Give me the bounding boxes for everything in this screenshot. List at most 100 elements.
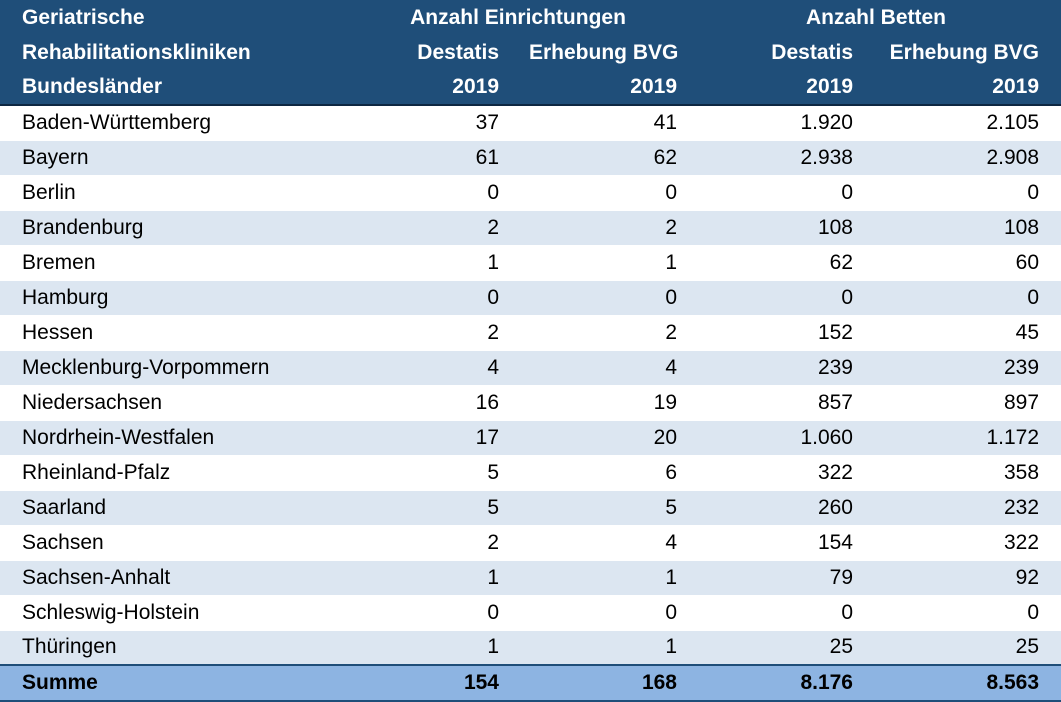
table-footer: Summe 154 168 8.176 8.563: [0, 664, 1061, 702]
header-row-3: Bundesländer 2019 2019 2019 2019: [0, 70, 1061, 106]
header-group-einrichtungen: Anzahl Einrichtungen: [345, 0, 699, 35]
cell-b-bvg: 25: [875, 629, 1061, 665]
cell-b-destatis: 1.060: [699, 419, 875, 455]
total-b-destatis: 8.176: [699, 664, 875, 702]
header-year-2: 2019: [521, 70, 699, 106]
cell-b-bvg: 2.105: [875, 104, 1061, 140]
cell-b-bvg: 108: [875, 209, 1061, 245]
table-row: Baden-Württemberg 37 41 1.920 2.105: [0, 104, 1061, 140]
cell-e-bvg: 6: [521, 454, 699, 490]
cell-b-destatis: 152: [699, 314, 875, 350]
cell-e-destatis: 0: [345, 174, 521, 210]
cell-land: Bayern: [0, 139, 345, 175]
header-row-2: Rehabilitationskliniken Destatis Erhebun…: [0, 35, 1061, 70]
cell-b-bvg: 232: [875, 489, 1061, 525]
cell-e-bvg: 20: [521, 419, 699, 455]
cell-land: Thüringen: [0, 629, 345, 665]
cell-b-destatis: 0: [699, 279, 875, 315]
cell-land: Bremen: [0, 244, 345, 280]
cell-land: Sachsen: [0, 524, 345, 560]
table-row: Bremen 1 1 62 60: [0, 244, 1061, 280]
header-col1-line1: Geriatrische: [0, 0, 345, 35]
cell-land: Sachsen-Anhalt: [0, 559, 345, 595]
cell-b-bvg: 2.908: [875, 139, 1061, 175]
table-header: Geriatrische Anzahl Einrichtungen Anzahl…: [0, 0, 1061, 106]
cell-e-destatis: 37: [345, 104, 521, 140]
header-year-3: 2019: [699, 70, 875, 106]
cell-b-destatis: 2.938: [699, 139, 875, 175]
total-row: Summe 154 168 8.176 8.563: [0, 664, 1061, 702]
table-row: Saarland 5 5 260 232: [0, 489, 1061, 525]
cell-e-destatis: 0: [345, 594, 521, 630]
header-group-betten: Anzahl Betten: [699, 0, 1061, 35]
table-row: Rheinland-Pfalz 5 6 322 358: [0, 454, 1061, 490]
cell-b-bvg: 0: [875, 594, 1061, 630]
header-b-erhebung: Erhebung BVG: [875, 35, 1061, 70]
cell-e-destatis: 4: [345, 349, 521, 385]
header-col1-line3: Bundesländer: [0, 70, 345, 106]
cell-b-bvg: 45: [875, 314, 1061, 350]
header-b-destatis: Destatis: [699, 35, 875, 70]
cell-e-bvg: 0: [521, 174, 699, 210]
cell-e-destatis: 5: [345, 454, 521, 490]
cell-e-destatis: 17: [345, 419, 521, 455]
cell-b-destatis: 260: [699, 489, 875, 525]
cell-e-destatis: 1: [345, 244, 521, 280]
cell-land: Rheinland-Pfalz: [0, 454, 345, 490]
table-row: Thüringen 1 1 25 25: [0, 629, 1061, 665]
cell-b-destatis: 239: [699, 349, 875, 385]
table-row: Hamburg 0 0 0 0: [0, 279, 1061, 315]
cell-e-destatis: 1: [345, 559, 521, 595]
cell-b-destatis: 0: [699, 594, 875, 630]
cell-e-destatis: 61: [345, 139, 521, 175]
table-row: Berlin 0 0 0 0: [0, 174, 1061, 210]
cell-land: Niedersachsen: [0, 384, 345, 420]
table-row: Sachsen 2 4 154 322: [0, 524, 1061, 560]
total-e-bvg: 168: [521, 664, 699, 702]
table-row: Niedersachsen 16 19 857 897: [0, 384, 1061, 420]
cell-e-destatis: 5: [345, 489, 521, 525]
cell-land: Brandenburg: [0, 209, 345, 245]
cell-e-bvg: 4: [521, 524, 699, 560]
cell-e-bvg: 41: [521, 104, 699, 140]
cell-b-destatis: 154: [699, 524, 875, 560]
cell-b-destatis: 62: [699, 244, 875, 280]
cell-b-destatis: 0: [699, 174, 875, 210]
table-row: Brandenburg 2 2 108 108: [0, 209, 1061, 245]
cell-e-bvg: 2: [521, 314, 699, 350]
cell-e-bvg: 0: [521, 594, 699, 630]
cell-b-bvg: 897: [875, 384, 1061, 420]
cell-e-destatis: 1: [345, 629, 521, 665]
cell-e-destatis: 0: [345, 279, 521, 315]
cell-e-bvg: 1: [521, 559, 699, 595]
cell-b-destatis: 79: [699, 559, 875, 595]
table-row: Bayern 61 62 2.938 2.908: [0, 139, 1061, 175]
cell-b-bvg: 60: [875, 244, 1061, 280]
cell-land: Hamburg: [0, 279, 345, 315]
total-b-bvg: 8.563: [875, 664, 1061, 702]
cell-e-destatis: 2: [345, 524, 521, 560]
header-year-4: 2019: [875, 70, 1061, 106]
table-row: Schleswig-Holstein 0 0 0 0: [0, 594, 1061, 630]
cell-land: Mecklenburg-Vorpommern: [0, 349, 345, 385]
cell-e-destatis: 2: [345, 209, 521, 245]
total-label: Summe: [0, 664, 345, 702]
cell-e-bvg: 62: [521, 139, 699, 175]
header-e-erhebung: Erhebung BVG: [521, 35, 699, 70]
cell-land: Hessen: [0, 314, 345, 350]
cell-b-destatis: 857: [699, 384, 875, 420]
cell-b-destatis: 25: [699, 629, 875, 665]
cell-e-bvg: 1: [521, 629, 699, 665]
cell-e-bvg: 1: [521, 244, 699, 280]
cell-e-bvg: 4: [521, 349, 699, 385]
cell-b-bvg: 1.172: [875, 419, 1061, 455]
cell-b-destatis: 1.920: [699, 104, 875, 140]
header-e-destatis: Destatis: [345, 35, 521, 70]
cell-land: Schleswig-Holstein: [0, 594, 345, 630]
cell-land: Nordrhein-Westfalen: [0, 419, 345, 455]
table-body: Baden-Württemberg 37 41 1.920 2.105 Bayern 61…: [0, 104, 1061, 665]
cell-b-destatis: 322: [699, 454, 875, 490]
table-row: Hessen 2 2 152 45: [0, 314, 1061, 350]
cell-land: Berlin: [0, 174, 345, 210]
